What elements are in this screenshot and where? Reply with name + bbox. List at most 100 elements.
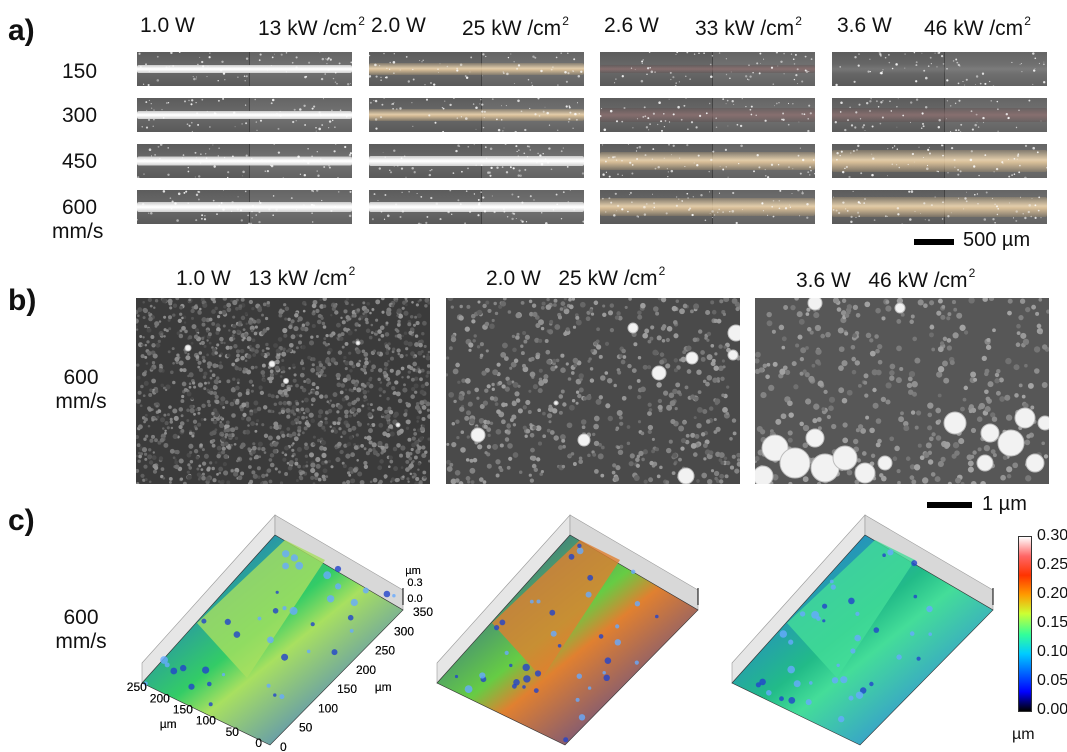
c-plot2-x-tick-0: 0 <box>280 740 287 752</box>
c-colorbar-tick-0.25: 0.25 <box>1037 556 1067 573</box>
a-strip-r2-c4 <box>832 98 1047 132</box>
b-sem-image-2 <box>446 298 740 484</box>
c-plot1-z-tick-bottom: 0.0 <box>407 593 422 605</box>
c-plot3-x-tick-50: 50 <box>299 721 313 735</box>
panel-c-label: c) <box>8 504 35 537</box>
c-plot3-y-tick-250: 250 <box>127 680 147 694</box>
c-colorbar-tick-0.20: 0.20 <box>1037 585 1067 602</box>
b-scalebar-label: 1 µm <box>982 493 1027 515</box>
a-header-1-power: 1.0 W <box>140 14 195 37</box>
c-plot1-y-tick-250: 250 <box>127 680 147 694</box>
c-plot3-z-unit: µm <box>405 565 421 577</box>
c-plot3-x-tick-0: 0 <box>280 740 287 752</box>
a-strip-r3-c4 <box>832 144 1047 178</box>
a-strip-r4-c3 <box>600 190 815 224</box>
c-plot1-x-tick-300: 300 <box>394 624 414 638</box>
c-speed: 600 mm/s <box>55 606 107 653</box>
b-sem-image-3 <box>755 298 1049 484</box>
c-colorbar-unit: µm <box>1012 726 1035 743</box>
c-plot3-y-tick-100: 100 <box>196 714 216 728</box>
c-plot2-z-unit: µm <box>405 565 421 577</box>
c-plot2-x-unit: µm <box>375 680 392 694</box>
a-scalebar <box>914 239 954 245</box>
c-plot3-y-tick-50: 50 <box>226 725 240 739</box>
panel-b-label: b) <box>8 284 37 317</box>
c-plot1-y-tick-200: 200 <box>150 691 170 705</box>
c-plot2-y-tick-50: 50 <box>226 725 240 739</box>
c-plot2-x-tick-250: 250 <box>375 644 395 658</box>
c-plot3-z-tick-top: 0.3 <box>407 577 422 589</box>
c-plot2-y-tick-200: 200 <box>150 691 170 705</box>
c-plot2-x-tick-300: 300 <box>394 624 414 638</box>
a-header-4-power: 3.6 W <box>837 14 892 37</box>
a-header-3-intensity: 33 kW /cm2 <box>695 14 802 40</box>
c-plot1-x-tick-0: 0 <box>280 740 287 752</box>
a-strip-r1-c1 <box>137 52 352 86</box>
c-plot1-x-tick-250: 250 <box>375 644 395 658</box>
c-surface-plot-1 <box>141 514 404 746</box>
panel-a-label: a) <box>8 14 35 47</box>
c-plot2-y-tick-150: 150 <box>173 703 193 717</box>
c-plot2-z-tick-bottom: 0.0 <box>407 593 422 605</box>
c-plot3-x-tick-250: 250 <box>375 644 395 658</box>
c-plot3-y-unit: µm <box>160 717 177 731</box>
c-plot2-x-tick-350: 350 <box>413 605 433 619</box>
a-strip-r4-c4 <box>832 190 1047 224</box>
a-header-4-intensity: 46 kW /cm2 <box>924 14 1031 40</box>
a-row-label-600: 600 <box>62 196 98 219</box>
a-strip-r4-c1 <box>137 190 352 224</box>
c-colorbar <box>1018 536 1032 712</box>
c-plot1-z-unit: µm <box>405 565 421 577</box>
a-row-label-150: 150 <box>62 60 98 83</box>
c-plot1-z-tick-top: 0.3 <box>407 577 422 589</box>
b-header-2: 2.0 W 25 kW /cm2 <box>486 264 666 290</box>
c-plot2-x-tick-100: 100 <box>318 701 338 715</box>
c-plot1-x-tick-350: 350 <box>413 605 433 619</box>
a-strip-r3-c3 <box>600 144 815 178</box>
c-plot3-y-tick-200: 200 <box>150 691 170 705</box>
a-strip-r2-c2 <box>369 98 584 132</box>
c-plot1-y-tick-0: 0 <box>255 736 262 750</box>
a-row-label-450: 450 <box>62 150 98 173</box>
a-strip-r1-c3 <box>600 52 815 86</box>
c-plot2-x-tick-150: 150 <box>337 682 357 696</box>
a-scalebar-label: 500 µm <box>963 229 1031 251</box>
c-plot1-y-unit: µm <box>160 717 177 731</box>
c-plot2-y-unit: µm <box>160 717 177 731</box>
b-scalebar <box>927 502 972 508</box>
a-header-2-power: 2.0 W <box>371 14 426 37</box>
c-3d-surface-plots: µm0.30.0050100150200250300350µm050100150… <box>127 514 994 752</box>
c-plot1-y-tick-150: 150 <box>173 703 193 717</box>
a-strip-r1-c4 <box>832 52 1047 86</box>
a-header-2-intensity: 25 kW /cm2 <box>462 14 569 40</box>
c-plot3-x-tick-350: 350 <box>413 605 433 619</box>
c-plot2-z-tick-top: 0.3 <box>407 577 422 589</box>
c-plot2-x-tick-200: 200 <box>356 663 376 677</box>
c-plot1-x-tick-200: 200 <box>356 663 376 677</box>
c-colorbar-tick-0.30: 0.30 <box>1037 527 1067 544</box>
c-plot3-x-tick-150: 150 <box>337 682 357 696</box>
a-strip-r4-c2 <box>369 190 584 224</box>
c-plot1-x-unit: µm <box>375 680 392 694</box>
c-colorbar-tick-0.15: 0.15 <box>1037 614 1067 631</box>
b-header-3: 3.6 W 46 kW /cm2 <box>796 266 976 292</box>
a-header-1-intensity: 13 kW /cm2 <box>258 14 365 40</box>
c-surface-plot-3 <box>731 514 994 746</box>
c-plot3-y-tick-150: 150 <box>173 703 193 717</box>
c-plot3-x-tick-200: 200 <box>356 663 376 677</box>
c-plot3-x-unit: µm <box>375 680 392 694</box>
a-strip-r2-c1 <box>137 98 352 132</box>
c-plot1-x-tick-150: 150 <box>337 682 357 696</box>
a-header-3-power: 2.6 W <box>604 14 659 37</box>
c-plot3-x-tick-100: 100 <box>318 701 338 715</box>
b-speed: 600 mm/s <box>55 366 107 413</box>
c-plot2-y-tick-0: 0 <box>255 736 262 750</box>
c-surface-plot-2 <box>436 514 699 746</box>
c-plot2-y-tick-250: 250 <box>127 680 147 694</box>
a-strip-r1-c2 <box>369 52 584 86</box>
c-plot2-x-tick-50: 50 <box>299 721 313 735</box>
c-plot3-z-tick-bottom: 0.0 <box>407 593 422 605</box>
b-sem-image-1 <box>136 298 430 484</box>
a-strip-r2-c3 <box>600 98 815 132</box>
a-speed-unit: mm/s <box>52 220 104 243</box>
